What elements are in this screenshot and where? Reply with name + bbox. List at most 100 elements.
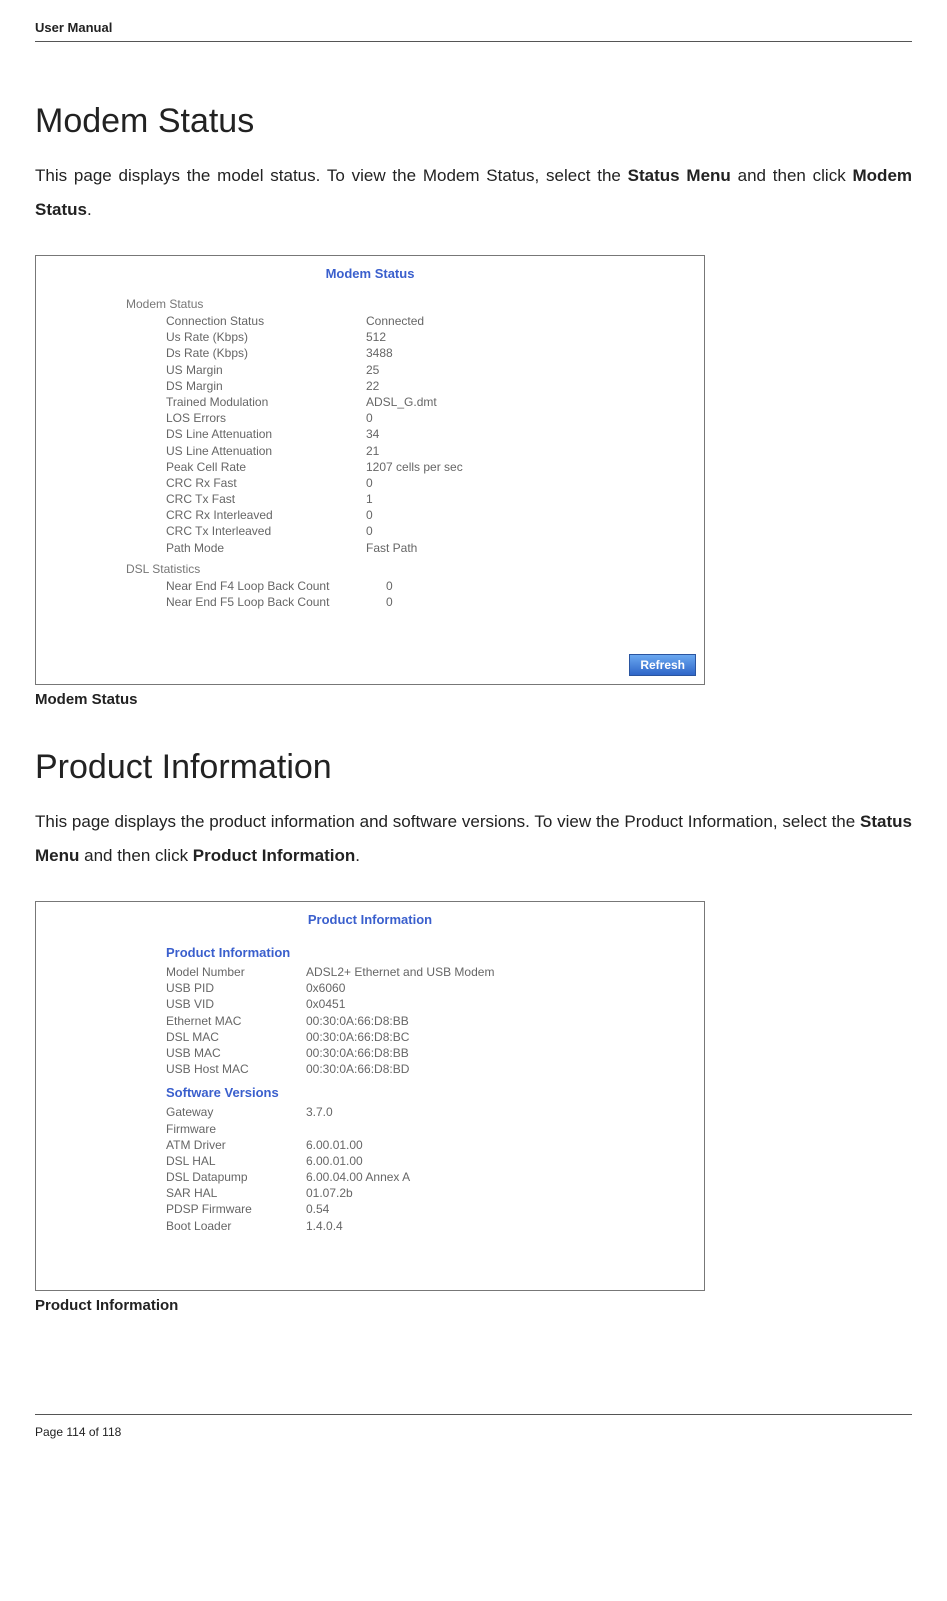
row-value: 3488 <box>366 345 393 361</box>
data-row: Us Rate (Kbps)512 <box>36 329 704 345</box>
row-value: 0 <box>366 475 373 491</box>
row-value: 0x6060 <box>306 980 345 996</box>
row-label: CRC Tx Fast <box>166 491 366 507</box>
row-label: DSL MAC <box>166 1029 306 1045</box>
doc-footer: Page 114 of 118 <box>35 1414 912 1439</box>
data-row: USB VID0x0451 <box>36 996 704 1012</box>
row-label: DS Line Attenuation <box>166 426 366 442</box>
row-value: 512 <box>366 329 386 345</box>
row-label: DSL Datapump <box>166 1169 306 1185</box>
section2-title: Product Information <box>35 748 912 787</box>
data-row: DS Margin22 <box>36 378 704 394</box>
section2-text-post: . <box>355 846 360 865</box>
data-row: Ethernet MAC00:30:0A:66:D8:BB <box>36 1013 704 1029</box>
row-label: DSL HAL <box>166 1153 306 1169</box>
row-value: 3.7.0 <box>306 1104 333 1120</box>
row-label: Near End F4 Loop Back Count <box>166 578 386 594</box>
data-row: CRC Rx Interleaved0 <box>36 507 704 523</box>
data-row: Connection StatusConnected <box>36 313 704 329</box>
doc-header: User Manual <box>35 20 912 42</box>
doc-header-title: User Manual <box>35 20 112 35</box>
row-label: USB PID <box>166 980 306 996</box>
row-value: Connected <box>366 313 424 329</box>
row-value: 00:30:0A:66:D8:BB <box>306 1045 409 1061</box>
product-info-title: Product Information <box>36 902 704 939</box>
data-row: Ds Rate (Kbps)3488 <box>36 345 704 361</box>
section2-text-pre: This page displays the product informati… <box>35 812 860 831</box>
data-row: CRC Tx Fast1 <box>36 491 704 507</box>
row-value: 25 <box>366 362 379 378</box>
data-row: PDSP Firmware0.54 <box>36 1201 704 1217</box>
row-label: SAR HAL <box>166 1185 306 1201</box>
row-value: ADSL2+ Ethernet and USB Modem <box>306 964 494 980</box>
data-row: DSL HAL6.00.01.00 <box>36 1153 704 1169</box>
product-info-sub1: Product Information <box>36 945 704 960</box>
data-row: DSL Datapump6.00.04.00 Annex A <box>36 1169 704 1185</box>
section1-text-post: . <box>87 200 92 219</box>
section1-text-pre: This page displays the model status. To … <box>35 166 628 185</box>
row-value: 0 <box>366 523 373 539</box>
modem-status-rows2: Near End F4 Loop Back Count0Near End F5 … <box>36 578 704 610</box>
row-value: 1.4.0.4 <box>306 1218 343 1234</box>
row-value: 34 <box>366 426 379 442</box>
row-label: Path Mode <box>166 540 366 556</box>
section1-caption: Modem Status <box>35 691 912 708</box>
modem-status-screenshot: Modem Status Modem Status Connection Sta… <box>35 255 705 685</box>
row-value: 0.54 <box>306 1201 329 1217</box>
row-label: Gateway <box>166 1104 306 1120</box>
row-label: DS Margin <box>166 378 366 394</box>
row-label: CRC Rx Interleaved <box>166 507 366 523</box>
row-label: USB VID <box>166 996 306 1012</box>
row-value: 6.00.01.00 <box>306 1153 363 1169</box>
data-row: Peak Cell Rate1207 cells per sec <box>36 459 704 475</box>
row-value: Fast Path <box>366 540 417 556</box>
row-label: Firmware <box>166 1121 306 1137</box>
section1-title: Modem Status <box>35 102 912 141</box>
row-value: 21 <box>366 443 379 459</box>
refresh-button[interactable]: Refresh <box>629 654 696 676</box>
section1-text-mid: and then click <box>731 166 853 185</box>
section2-text-mid: and then click <box>79 846 192 865</box>
modem-status-group2: DSL Statistics <box>36 562 704 576</box>
row-value: 0 <box>386 578 393 594</box>
row-label: USB MAC <box>166 1045 306 1061</box>
data-row: ATM Driver6.00.01.00 <box>36 1137 704 1153</box>
row-value: 00:30:0A:66:D8:BD <box>306 1061 409 1077</box>
modem-status-title: Modem Status <box>36 256 704 293</box>
row-label: ATM Driver <box>166 1137 306 1153</box>
row-label: CRC Tx Interleaved <box>166 523 366 539</box>
row-value: 1 <box>366 491 373 507</box>
row-value: 22 <box>366 378 379 394</box>
data-row: CRC Tx Interleaved0 <box>36 523 704 539</box>
data-row: Near End F4 Loop Back Count0 <box>36 578 704 594</box>
section2-bold2: Product Information <box>193 846 355 865</box>
data-row: Path ModeFast Path <box>36 540 704 556</box>
row-value: 0 <box>386 594 393 610</box>
doc-footer-text: Page 114 of 118 <box>35 1425 121 1439</box>
data-row: Boot Loader1.4.0.4 <box>36 1218 704 1234</box>
product-info-sub2: Software Versions <box>36 1085 704 1100</box>
row-value: ADSL_G.dmt <box>366 394 437 410</box>
data-row: USB Host MAC00:30:0A:66:D8:BD <box>36 1061 704 1077</box>
data-row: DS Line Attenuation34 <box>36 426 704 442</box>
row-label: PDSP Firmware <box>166 1201 306 1217</box>
row-value: 00:30:0A:66:D8:BC <box>306 1029 409 1045</box>
row-label: USB Host MAC <box>166 1061 306 1077</box>
section1-paragraph: This page displays the model status. To … <box>35 159 912 227</box>
data-row: Firmware <box>36 1121 704 1137</box>
row-label: Us Rate (Kbps) <box>166 329 366 345</box>
data-row: USB MAC00:30:0A:66:D8:BB <box>36 1045 704 1061</box>
row-value: 0 <box>366 507 373 523</box>
row-label: Ds Rate (Kbps) <box>166 345 366 361</box>
row-value: 1207 cells per sec <box>366 459 463 475</box>
data-row: LOS Errors0 <box>36 410 704 426</box>
row-label: Trained Modulation <box>166 394 366 410</box>
row-label: Model Number <box>166 964 306 980</box>
data-row: Model NumberADSL2+ Ethernet and USB Mode… <box>36 964 704 980</box>
row-value: 00:30:0A:66:D8:BB <box>306 1013 409 1029</box>
data-row: USB PID0x6060 <box>36 980 704 996</box>
row-label: US Margin <box>166 362 366 378</box>
row-label: Connection Status <box>166 313 366 329</box>
row-value: 6.00.01.00 <box>306 1137 363 1153</box>
product-info-rows2: Gateway3.7.0FirmwareATM Driver6.00.01.00… <box>36 1104 704 1234</box>
